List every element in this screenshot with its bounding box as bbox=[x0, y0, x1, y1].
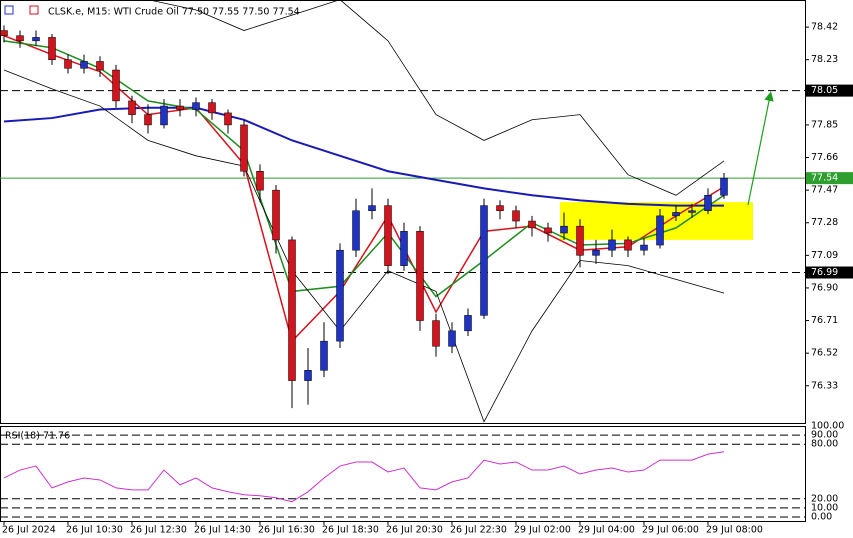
candle-body bbox=[64, 59, 72, 69]
rsi-tick-label: 100.00 bbox=[811, 421, 844, 432]
x-tick-label: 29 Jul 04:00 bbox=[578, 525, 635, 536]
y-tick-label: 77.85 bbox=[811, 119, 838, 130]
candle-body bbox=[336, 249, 344, 342]
candle-body bbox=[688, 210, 696, 213]
indicator-line bbox=[4, 0, 725, 196]
candle-body bbox=[368, 205, 376, 211]
candle-body bbox=[304, 370, 312, 381]
candle-body bbox=[448, 330, 456, 347]
icon bbox=[4, 5, 14, 15]
indicator-line bbox=[3, 34, 725, 343]
y-tick-label: 76.90 bbox=[811, 282, 838, 293]
rsi-pane bbox=[0, 426, 806, 522]
rsi-tick-label: 20.00 bbox=[811, 493, 838, 504]
level-label-box bbox=[806, 266, 853, 279]
candle-body bbox=[384, 205, 392, 266]
candle-body bbox=[480, 205, 488, 316]
candle-body bbox=[464, 315, 472, 332]
chart-title: CLSK.e, M15: WTI Crude Oil 77.50 77.55 7… bbox=[48, 7, 300, 18]
rsi-tick-label: 90.00 bbox=[811, 430, 838, 441]
candle-body bbox=[48, 37, 56, 60]
candle-body bbox=[320, 340, 328, 371]
candle-body bbox=[656, 215, 664, 246]
rsi-plot bbox=[0, 426, 805, 518]
candle-body bbox=[608, 239, 616, 251]
candle-body bbox=[624, 239, 632, 251]
level-label-box bbox=[806, 172, 853, 185]
candle-body bbox=[192, 102, 200, 110]
x-tick-label: 29 Jul 06:00 bbox=[642, 525, 699, 536]
indicator-line bbox=[3, 106, 724, 207]
main-plot bbox=[0, 0, 805, 423]
candle-body bbox=[672, 212, 680, 217]
candle-body bbox=[208, 102, 216, 114]
rsi-tick-label: 10.00 bbox=[811, 502, 838, 513]
candle-body bbox=[272, 189, 280, 241]
rsi-tick-label: 80.00 bbox=[811, 439, 838, 450]
candle-body bbox=[32, 37, 40, 42]
indicator-line bbox=[3, 40, 725, 298]
candle-body bbox=[416, 231, 424, 321]
y-tick-label: 76.71 bbox=[811, 315, 838, 326]
rsi-tick-label: 0.00 bbox=[811, 512, 832, 523]
candle-body bbox=[576, 225, 584, 256]
level-label: 78.05 bbox=[811, 85, 838, 96]
candle-body bbox=[80, 61, 88, 69]
candle-body bbox=[96, 61, 104, 71]
candle-body bbox=[704, 195, 712, 211]
indicator-line bbox=[3, 69, 725, 423]
candle-body bbox=[400, 231, 408, 266]
main-pane bbox=[0, 0, 806, 424]
x-tick-label: 26 Jul 10:30 bbox=[66, 525, 123, 536]
y-tick-label: 76.52 bbox=[811, 348, 838, 359]
x-tick-label: 26 Jul 14:30 bbox=[194, 525, 251, 536]
candle-body bbox=[224, 112, 232, 126]
level-label-box bbox=[806, 84, 853, 97]
level-label: 77.54 bbox=[811, 173, 838, 184]
candle-body bbox=[144, 114, 152, 126]
x-tick-label: 26 Jul 18:30 bbox=[322, 525, 379, 536]
rsi-line bbox=[3, 451, 725, 503]
y-tick-label: 76.33 bbox=[811, 380, 838, 391]
y-tick-label: 77.47 bbox=[811, 185, 838, 196]
candle-body bbox=[16, 35, 24, 42]
candle-body bbox=[128, 100, 136, 115]
x-tick-label: 26 Jul 20:30 bbox=[386, 525, 443, 536]
axes: 78.42 78.23 77.85 77.66 77.47 77.28 77.09 76.90… bbox=[2, 22, 853, 536]
candle-body bbox=[256, 171, 264, 191]
candle-body bbox=[592, 249, 600, 256]
candle-body bbox=[560, 225, 568, 234]
x-tick-label: 26 Jul 16:30 bbox=[258, 525, 315, 536]
candle-body bbox=[720, 177, 728, 196]
candle-body bbox=[496, 205, 504, 211]
candle-body bbox=[288, 239, 296, 381]
x-tick-label: 26 Jul 2024 bbox=[2, 525, 56, 536]
level-label: 76.99 bbox=[811, 267, 838, 278]
y-tick-label: 77.66 bbox=[811, 152, 838, 163]
y-tick-label: 77.28 bbox=[811, 217, 838, 228]
candle-body bbox=[432, 320, 440, 347]
x-tick-label: 26 Jul 22:30 bbox=[450, 525, 507, 536]
icon bbox=[29, 5, 39, 15]
candle-body bbox=[640, 244, 648, 251]
y-tick-label: 77.09 bbox=[811, 250, 838, 261]
candle-body bbox=[0, 30, 8, 36]
candle-body bbox=[176, 105, 184, 110]
forecast-arrow bbox=[747, 91, 774, 206]
candle-body bbox=[112, 69, 120, 102]
rsi-label: RSI(18) 71.76 bbox=[5, 431, 70, 442]
candle-body bbox=[160, 105, 168, 126]
x-tick-label: 26 Jul 12:30 bbox=[130, 525, 187, 536]
y-tick-label: 78.42 bbox=[811, 22, 838, 33]
candle-body bbox=[240, 124, 248, 172]
candle-body bbox=[544, 227, 552, 234]
candle-body bbox=[528, 220, 536, 229]
y-tick-label: 78.23 bbox=[811, 54, 838, 65]
x-tick-label: 29 Jul 02:00 bbox=[514, 525, 571, 536]
x-tick-label: 29 Jul 08:00 bbox=[706, 525, 763, 536]
candle-body bbox=[512, 210, 520, 222]
candle-body bbox=[352, 210, 360, 251]
